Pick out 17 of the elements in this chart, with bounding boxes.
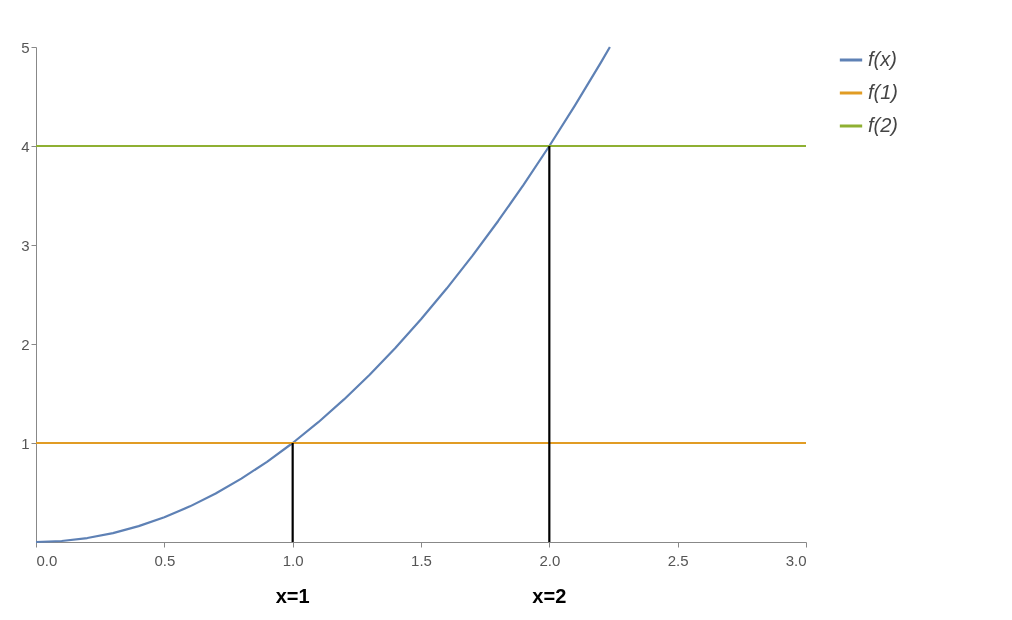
y-tick-label: 4	[21, 137, 30, 155]
y-tick-label: 5	[21, 38, 30, 56]
y-tick-label: 1	[21, 434, 30, 452]
x-tick-label: 2.0	[539, 551, 561, 569]
y-tick-label: 3	[21, 236, 30, 254]
x-tick-label: 1.5	[411, 551, 432, 569]
x-tick-label: 3.0	[785, 551, 807, 569]
text: x=1	[275, 585, 310, 607]
x-tick-label: 1.0	[282, 551, 304, 569]
legend-label: f(1)	[868, 81, 898, 103]
x-tick-label: 0.5	[154, 551, 176, 569]
x-tick-label: 0.0	[36, 551, 58, 569]
y-tick-label: 2	[21, 335, 30, 353]
text: x=2	[532, 585, 567, 607]
legend-label: f(2)	[868, 114, 898, 136]
legend-label: f(x)	[868, 48, 897, 70]
x-tick-label: 2.5	[667, 551, 689, 569]
